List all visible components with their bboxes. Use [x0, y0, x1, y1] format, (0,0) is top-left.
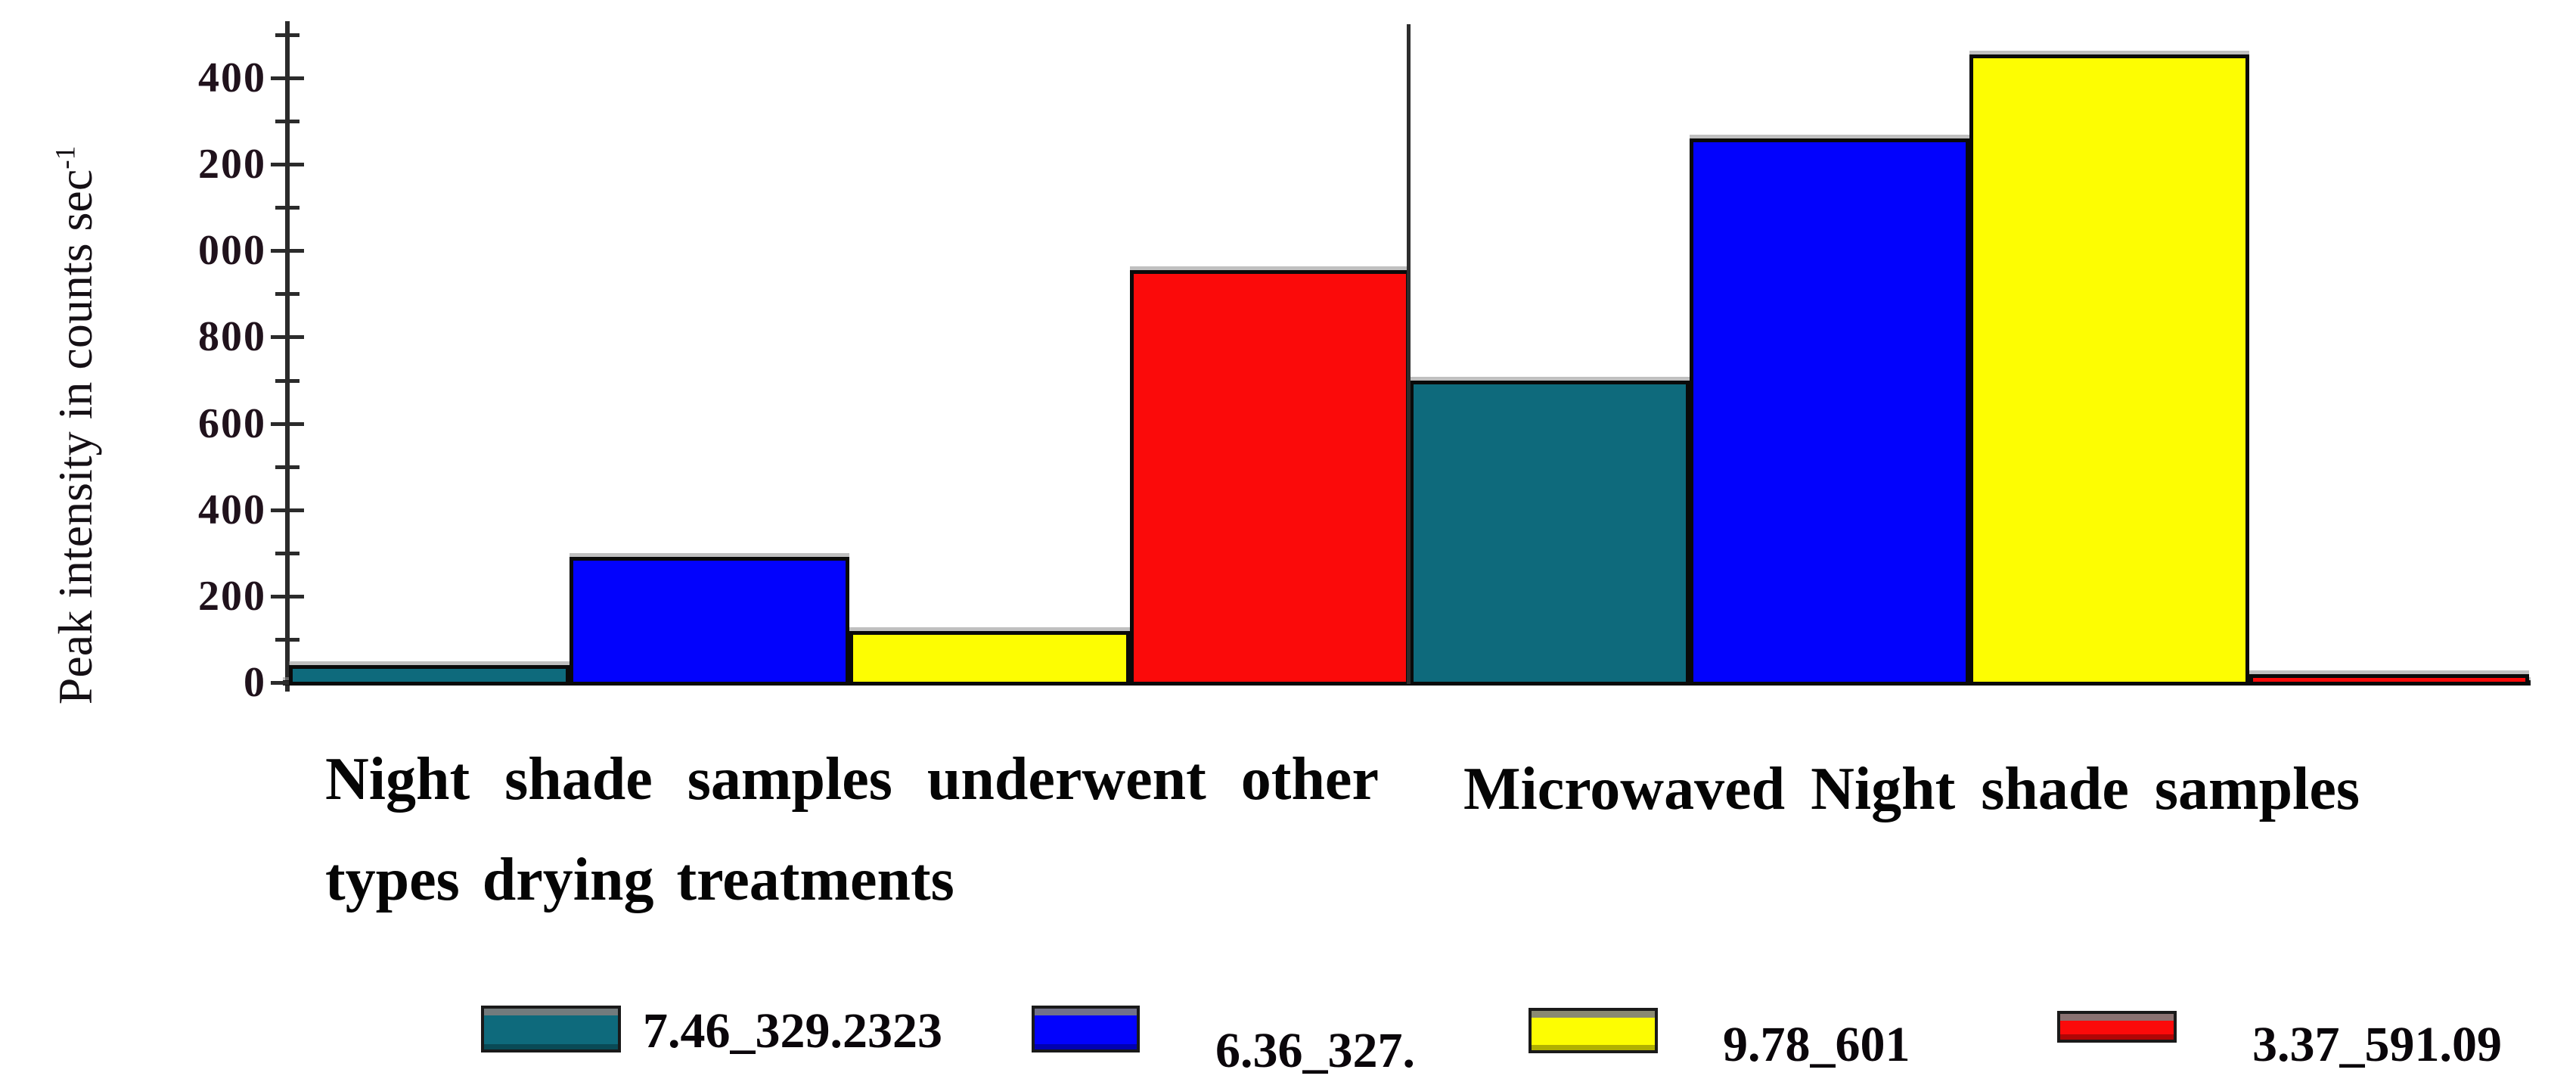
y-minor-tick: [275, 33, 299, 37]
y-tick-label: 000: [198, 227, 266, 275]
legend-swatch-series2: [1032, 1006, 1140, 1052]
legend-swatch-series3: [1529, 1008, 1658, 1053]
legend-swatch-series1: [481, 1006, 621, 1052]
bar-group1-series2: [569, 557, 849, 686]
y-tick-label: 400: [198, 486, 266, 533]
y-minor-tick: [275, 637, 299, 642]
bar-group2-series4: [2249, 673, 2529, 686]
y-minor-tick: [275, 551, 299, 555]
bar-group1-series1: [289, 665, 570, 686]
y-major-tick: [271, 335, 304, 340]
bar-group2-series1: [1410, 380, 1690, 686]
y-major-tick: [271, 249, 304, 253]
y-minor-tick: [275, 378, 299, 383]
y-major-tick: [271, 681, 304, 685]
y-major-tick: [271, 76, 304, 81]
bar-group2-series3: [1969, 54, 2249, 686]
y-tick-label: 200: [198, 572, 266, 620]
y-tick-label: 0: [244, 659, 266, 706]
category-label-group1-line2: types drying treatments: [325, 847, 954, 913]
legend-label-series2: 6.36_327.: [1215, 1023, 1415, 1078]
bar-group1-series4: [1129, 269, 1410, 686]
category-label-group2: Microwaved Night shade samples: [1463, 756, 2360, 822]
legend-swatch-series4: [2057, 1011, 2177, 1043]
y-major-tick: [271, 421, 304, 426]
category-label-group1-line1: Night shade samples underwent other: [325, 746, 1379, 813]
group-divider-line: [1407, 24, 1411, 684]
y-tick-label: 400: [198, 54, 266, 102]
y-major-tick: [271, 163, 304, 167]
y-axis-line: [285, 21, 290, 692]
y-minor-tick: [275, 206, 299, 210]
y-minor-tick: [275, 292, 299, 297]
bar-group1-series3: [849, 630, 1130, 686]
y-major-tick: [271, 508, 304, 512]
y-tick-label: 600: [198, 400, 266, 447]
y-major-tick: [271, 594, 304, 599]
legend-label-series4: 3.37_591.09: [2252, 1017, 2502, 1072]
legend-label-series3: 9.78_601: [1723, 1017, 1910, 1072]
y-minor-tick: [275, 120, 299, 124]
y-minor-tick: [275, 465, 299, 469]
bar-group2-series2: [1690, 138, 1969, 686]
y-tick-label: 800: [198, 313, 266, 361]
legend-label-series1: 7.46_329.2323: [643, 1003, 942, 1059]
y-tick-label: 200: [198, 141, 266, 188]
